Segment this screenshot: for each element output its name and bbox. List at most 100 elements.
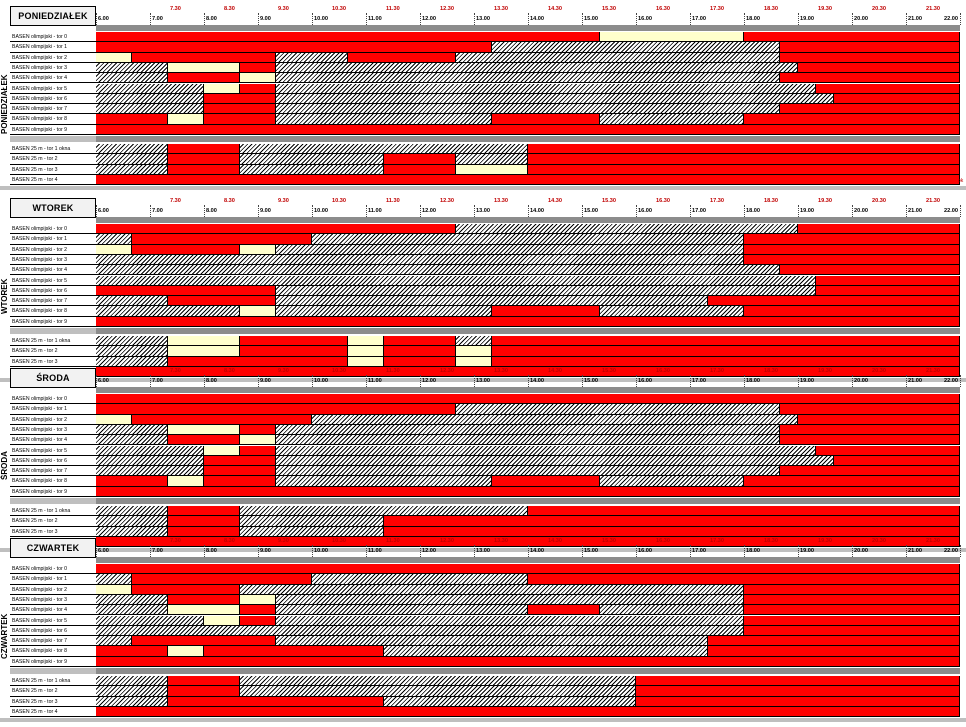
hour-gridline bbox=[96, 545, 97, 557]
olympic-lane-row-block bbox=[240, 244, 276, 255]
pool25-lane-row-block bbox=[636, 676, 960, 687]
olympic-lane-row-block bbox=[96, 62, 168, 74]
lane-label: BASEN olimpijski - tor 6 bbox=[10, 625, 96, 637]
section-bottom-band bbox=[0, 378, 966, 383]
lane-label: BASEN olimpijski - tor 6 bbox=[10, 285, 96, 297]
hour-gridline bbox=[852, 205, 853, 217]
olympic-lane-row-block bbox=[708, 296, 960, 307]
olympic-lane-row-block bbox=[744, 234, 960, 245]
hour-label: 12.00 bbox=[422, 16, 436, 22]
hour-gridline bbox=[420, 375, 421, 387]
olympic-lane-row-block bbox=[780, 73, 960, 84]
hour-label: 15.00 bbox=[584, 16, 598, 22]
hour-gridline bbox=[906, 205, 907, 217]
olympic-lane-row-block bbox=[96, 605, 168, 616]
olympic-lane-row-block bbox=[240, 584, 744, 595]
lane-label: BASEN olimpijski - tor 3 bbox=[10, 424, 96, 436]
lane-label: BASEN olimpijski - tor 5 bbox=[10, 275, 96, 286]
hour-label: 13.00 bbox=[476, 208, 490, 214]
olympic-lane-row-block bbox=[96, 42, 492, 53]
lane-label: BASEN olimpijski - tor 0 bbox=[10, 224, 96, 235]
hour-label: 19.00 bbox=[800, 16, 814, 22]
pool25-header-bar bbox=[96, 136, 960, 142]
olympic-lane-row-block bbox=[204, 646, 384, 657]
pool25-lane-row-block bbox=[168, 516, 240, 527]
olympic-lane-row-block bbox=[708, 646, 960, 657]
hour-gridline bbox=[744, 545, 745, 557]
olympic-lane-row-block bbox=[168, 296, 276, 307]
olympic-lane-row-block bbox=[132, 584, 240, 595]
lane-label: BASEN 25 m - tor 1 okna bbox=[10, 336, 96, 347]
hour-gridline bbox=[96, 13, 97, 25]
olympic-lane-row-block bbox=[96, 424, 168, 436]
pool25-lane-row-block bbox=[96, 526, 168, 537]
olympic-lane-row-block bbox=[132, 414, 312, 425]
olympic-lane-row-block bbox=[96, 404, 456, 415]
hour-gridline bbox=[960, 13, 961, 25]
section-bottom-band bbox=[0, 186, 966, 191]
half-hour-label: 15.30 bbox=[602, 538, 616, 544]
day-side-label: PONIEDZIAŁEK bbox=[0, 74, 9, 134]
olympic-lane-row-block bbox=[168, 62, 240, 74]
hour-gridline bbox=[366, 205, 367, 217]
hour-label: 7.00 bbox=[152, 208, 163, 214]
pool25-lane-row-block bbox=[636, 686, 960, 697]
pool25-lane-row-block bbox=[96, 706, 960, 718]
section-bottom-band bbox=[0, 718, 966, 723]
olympic-lane-row-block bbox=[96, 285, 276, 297]
olympic-lane-row-block bbox=[744, 114, 960, 125]
olympic-lane-row-block bbox=[816, 275, 960, 286]
half-hour-label: 11.30 bbox=[386, 6, 400, 12]
hour-label: 18.00 bbox=[746, 208, 760, 214]
olympic-lane-row-block bbox=[168, 114, 204, 125]
pool25-lane-row-block bbox=[528, 506, 960, 517]
olympic-lane-row-block bbox=[276, 52, 348, 63]
olympic-lane-row-block bbox=[276, 615, 744, 626]
olympic-lane-row-block bbox=[96, 615, 204, 626]
hour-label: 15.00 bbox=[584, 208, 598, 214]
hour-gridline bbox=[528, 545, 529, 557]
pool25-lane-row-block bbox=[96, 696, 168, 707]
pool25-lane-row-block bbox=[96, 154, 168, 165]
half-hour-label: 17.30 bbox=[710, 198, 724, 204]
pool25-lane-row-block bbox=[96, 356, 168, 367]
olympic-lane-row-block bbox=[204, 83, 240, 94]
olympic-lane-row-block bbox=[276, 104, 780, 115]
half-hour-label: 14.30 bbox=[548, 368, 562, 374]
half-hour-label: 19.30 bbox=[818, 538, 832, 544]
pool25-lane-row-block bbox=[348, 346, 384, 357]
hour-label: 22.00 bbox=[944, 208, 958, 214]
lane-label: BASEN olimpijski - tor 7 bbox=[10, 296, 96, 307]
lane-label: BASEN 25 m - tor 2 bbox=[10, 346, 96, 357]
half-hour-label: 10.30 bbox=[332, 538, 346, 544]
olympic-lane-row-block bbox=[96, 574, 132, 585]
olympic-lane-row-block bbox=[744, 594, 960, 606]
olympic-lane-row-block bbox=[96, 646, 168, 657]
half-hour-label: 8.30 bbox=[224, 6, 235, 12]
lane-label: BASEN olimpijski - tor 7 bbox=[10, 466, 96, 477]
hour-label: 9.00 bbox=[260, 378, 271, 384]
hour-label: 20.00 bbox=[854, 16, 868, 22]
hour-gridline bbox=[582, 13, 583, 25]
hour-gridline bbox=[960, 375, 961, 387]
half-hour-label: 9.30 bbox=[278, 198, 289, 204]
hour-gridline bbox=[312, 13, 313, 25]
olympic-lane-row-block bbox=[276, 435, 780, 446]
hour-gridline bbox=[312, 375, 313, 387]
half-hour-label: 20.30 bbox=[872, 538, 886, 544]
lane-label: BASEN olimpijski - tor 8 bbox=[10, 306, 96, 317]
pool25-lane-row-block bbox=[96, 506, 168, 517]
olympic-lane-row-block bbox=[276, 285, 816, 297]
pool25-lane-row-block bbox=[384, 346, 456, 357]
olympic-lane-row-block bbox=[240, 435, 276, 446]
pool25-lane-row-block bbox=[240, 506, 528, 517]
olympic-lane-row-block bbox=[744, 476, 960, 487]
olympic-lane-row-block bbox=[96, 93, 204, 105]
hour-label: 6.00 bbox=[98, 208, 109, 214]
hour-label: 7.00 bbox=[152, 378, 163, 384]
hour-label: 10.00 bbox=[314, 378, 328, 384]
pool25-lane-row-block bbox=[456, 346, 492, 357]
olympic-lane-row-block bbox=[96, 636, 132, 647]
hour-label: 18.00 bbox=[746, 548, 760, 554]
half-hour-label: 8.30 bbox=[224, 368, 235, 374]
